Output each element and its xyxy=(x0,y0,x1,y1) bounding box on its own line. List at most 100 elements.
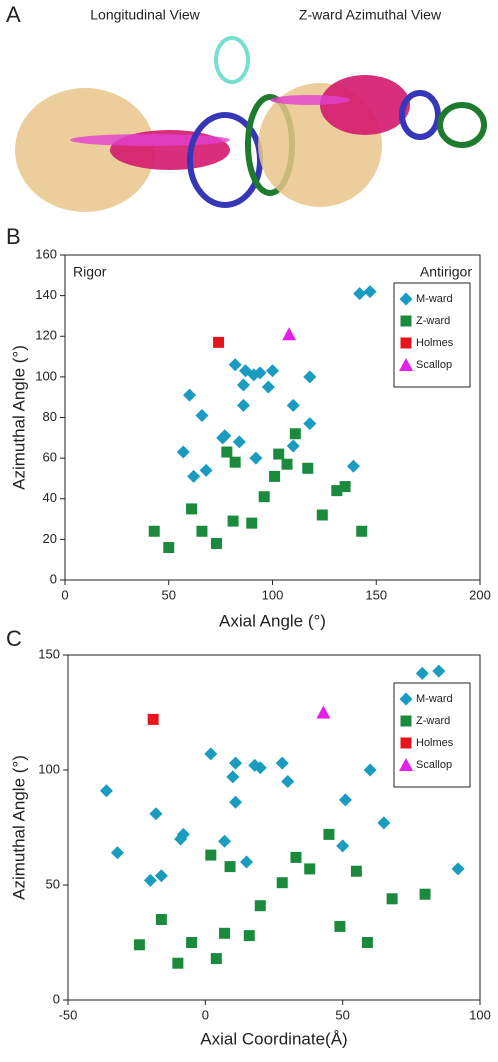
molecule-images xyxy=(15,36,487,212)
point xyxy=(400,315,412,327)
point xyxy=(334,920,346,932)
point xyxy=(377,816,391,830)
point xyxy=(187,469,201,483)
point xyxy=(269,470,281,482)
legend-label: Z-ward xyxy=(416,715,450,727)
point xyxy=(219,927,231,939)
point xyxy=(210,537,222,549)
legend-label: Holmes xyxy=(416,737,454,749)
point xyxy=(282,327,297,341)
point xyxy=(400,737,412,749)
point xyxy=(148,525,160,537)
point xyxy=(361,937,373,948)
point xyxy=(196,525,208,537)
point xyxy=(249,451,263,465)
point xyxy=(338,793,352,807)
point xyxy=(386,893,398,905)
point xyxy=(143,873,157,887)
point xyxy=(133,939,145,951)
point xyxy=(336,839,350,853)
point xyxy=(154,869,168,883)
point xyxy=(261,380,275,394)
point xyxy=(451,862,465,876)
point xyxy=(99,784,113,798)
x-tick-label: 50 xyxy=(162,587,176,602)
x-tick-label: 100 xyxy=(469,1007,491,1022)
point xyxy=(213,336,225,348)
y-tick-label: 0 xyxy=(53,991,60,1006)
point xyxy=(226,770,240,784)
point xyxy=(224,861,236,873)
series xyxy=(148,428,368,553)
x-tick-label: 150 xyxy=(365,587,387,602)
y-tick-label: 100 xyxy=(38,761,60,776)
y-tick-label: 80 xyxy=(43,409,57,424)
series xyxy=(99,664,465,887)
point xyxy=(356,525,368,537)
x-tick-label: -50 xyxy=(59,1007,78,1022)
point xyxy=(399,292,413,306)
y-tick-label: 120 xyxy=(35,328,57,343)
point xyxy=(275,756,289,770)
point xyxy=(266,364,279,378)
x-tick-label: 100 xyxy=(262,587,284,602)
point xyxy=(363,285,377,299)
series xyxy=(133,828,431,969)
point xyxy=(316,705,331,719)
point xyxy=(303,417,317,431)
point xyxy=(254,900,266,912)
point xyxy=(302,462,314,474)
point xyxy=(286,439,300,453)
point xyxy=(290,851,302,863)
y-tick-label: 60 xyxy=(43,450,57,465)
azimuthal-view xyxy=(258,75,487,207)
point xyxy=(176,445,190,459)
point xyxy=(281,775,295,788)
point xyxy=(399,692,413,706)
annotation: Antirigor xyxy=(420,264,472,280)
point xyxy=(199,463,213,477)
point xyxy=(276,877,288,889)
point xyxy=(221,446,233,458)
point xyxy=(399,758,413,771)
view-title: Longitudinal View xyxy=(90,7,200,23)
point xyxy=(183,388,196,402)
point xyxy=(236,378,250,392)
point xyxy=(353,287,367,301)
point xyxy=(243,930,255,942)
point xyxy=(248,758,262,772)
point xyxy=(229,795,243,809)
point xyxy=(246,517,258,529)
point xyxy=(232,435,246,449)
annotation: Rigor xyxy=(73,264,107,280)
y-tick-label: 100 xyxy=(35,368,57,383)
series xyxy=(316,705,331,719)
point xyxy=(350,865,362,877)
point xyxy=(149,807,163,821)
x-tick-label: 50 xyxy=(335,1007,349,1022)
y-tick-label: 160 xyxy=(35,246,57,261)
point xyxy=(210,953,222,965)
y-tick-label: 50 xyxy=(46,876,60,891)
plot-frame xyxy=(67,654,481,1001)
x-tick-label: 0 xyxy=(202,1007,209,1022)
point xyxy=(415,666,429,680)
point xyxy=(258,491,270,503)
x-axis-label: Axial Coordinate(Å) xyxy=(200,1029,347,1048)
point xyxy=(218,429,232,443)
point xyxy=(240,855,254,869)
point xyxy=(218,834,232,848)
point xyxy=(432,664,446,678)
series xyxy=(282,327,297,341)
point xyxy=(304,863,316,875)
point xyxy=(172,957,184,969)
point xyxy=(176,827,190,841)
x-tick-label: 200 xyxy=(469,587,491,602)
panel-label: A xyxy=(6,2,21,27)
longitudinal-view xyxy=(15,36,295,212)
point xyxy=(253,366,267,380)
point xyxy=(316,509,328,521)
point xyxy=(228,358,242,372)
y-tick-label: 150 xyxy=(38,646,60,661)
point xyxy=(323,828,335,840)
